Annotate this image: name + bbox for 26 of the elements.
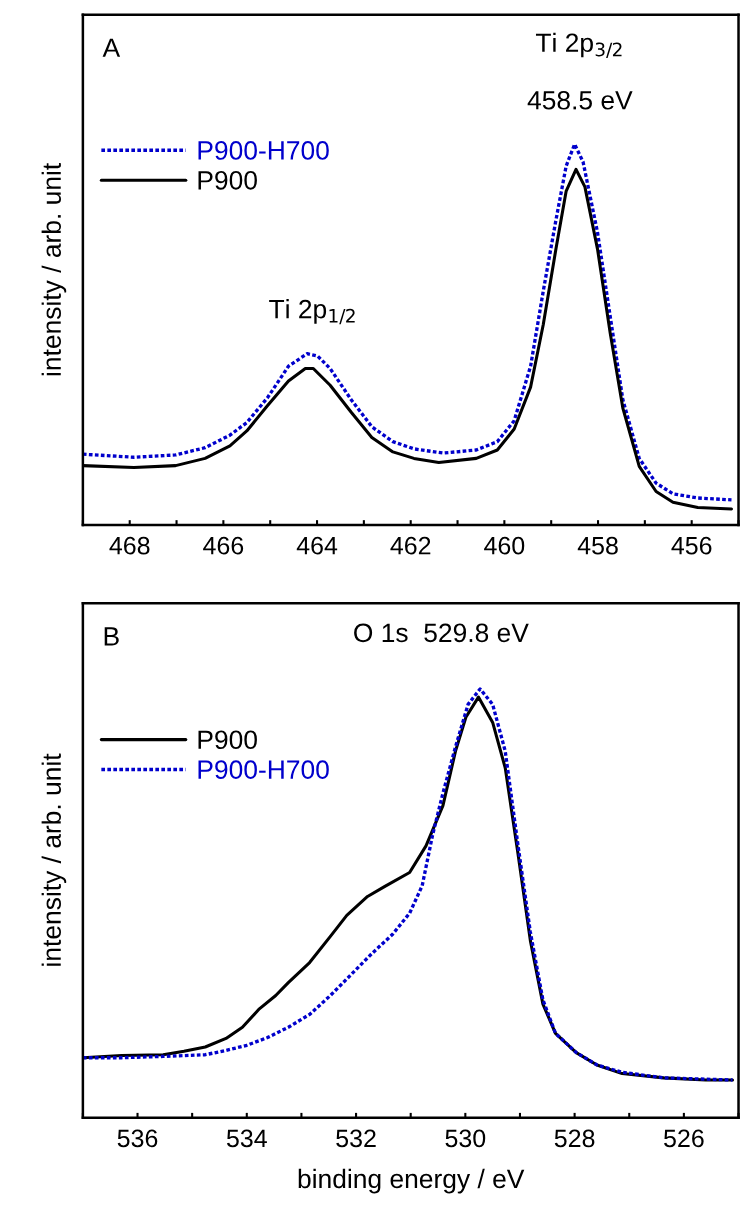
text: B xyxy=(104,627,119,646)
y-axis-title: intensity / arb. unit xyxy=(41,753,67,966)
text: 458.5 eV xyxy=(527,90,633,110)
text: A xyxy=(102,38,121,57)
x-tick-label: 536 xyxy=(117,1129,158,1148)
text: Ti 2p$_{3/2}$ xyxy=(535,32,622,58)
annotation: Ti 2p$_{1/2}$ xyxy=(269,299,355,325)
text: O 1s 529.8 eV xyxy=(354,623,529,643)
legend-label: P900 xyxy=(198,170,257,190)
x-tick-label: 534 xyxy=(226,1129,267,1148)
x-tick-label: 458 xyxy=(577,536,618,555)
x-tick-label: 530 xyxy=(445,1129,486,1148)
x-tick-label: 462 xyxy=(390,536,431,555)
x-tick-label: 466 xyxy=(203,536,244,555)
x-tick-label: 532 xyxy=(336,1129,376,1148)
legend-label: P900-H700 xyxy=(198,760,329,779)
y-axis-title: intensity / arb. unit xyxy=(41,163,67,376)
legend-label: P900 xyxy=(198,730,257,750)
legend-label: P900-H700 xyxy=(198,141,329,160)
x-tick-label: 456 xyxy=(671,536,712,555)
x-tick-label: 464 xyxy=(296,536,338,555)
x-tick-label: 468 xyxy=(109,536,150,555)
x-tick-label: 460 xyxy=(484,536,525,555)
x-axis-title: binding energy / eV xyxy=(298,1168,525,1194)
x-tick-label: 526 xyxy=(664,1129,704,1148)
x-tick-label: 528 xyxy=(554,1129,595,1148)
